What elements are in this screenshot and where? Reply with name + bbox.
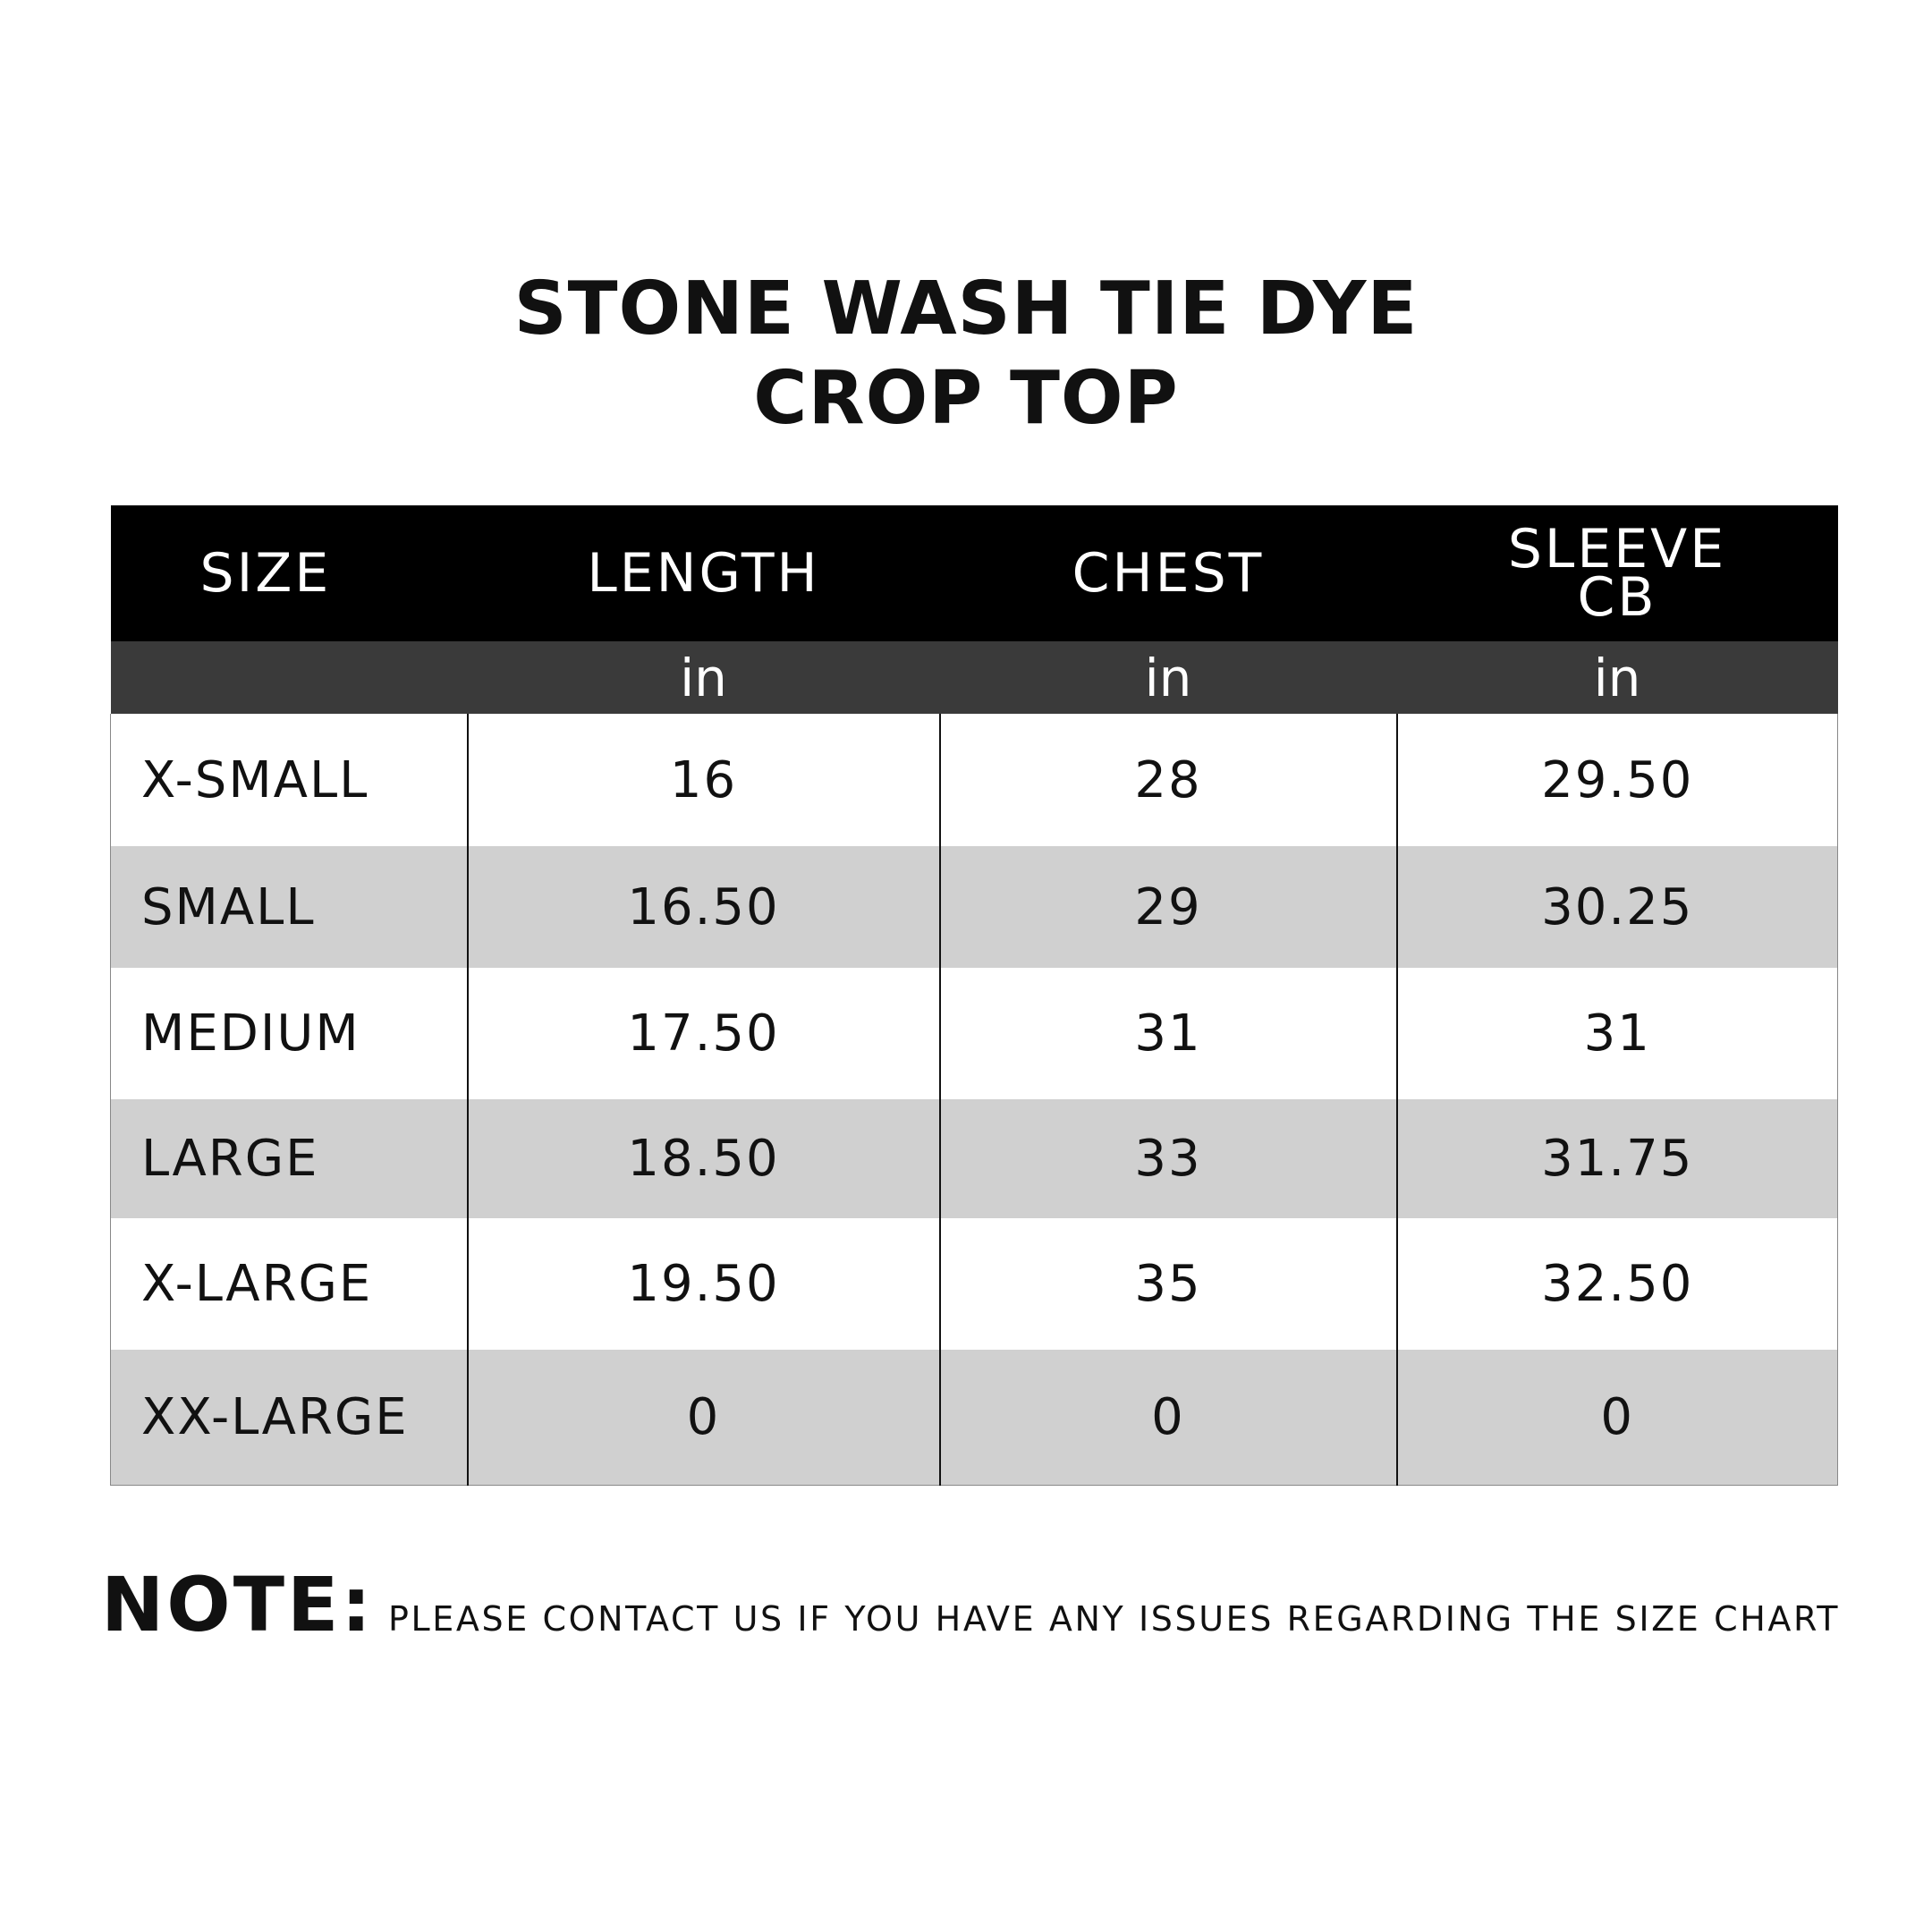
value-cell: 29 [938, 846, 1397, 968]
header-row: SIZE LENGTH CHEST SLEEVE CB [110, 505, 1838, 641]
header-text: SLEEVE CB [1507, 518, 1727, 629]
table-body: in in in X-SMALL 16 28 29.50 SMALL 16.50 29 30.25 M… [110, 641, 1838, 1486]
value-cell: 0 [938, 1350, 1397, 1486]
title-line: CROP TOP [753, 356, 1179, 441]
header-text: SIZE [199, 542, 332, 605]
value-cell: 31 [938, 968, 1397, 1099]
units-row: in in in [110, 641, 1838, 714]
header-cell: SLEEVE CB [1396, 505, 1838, 641]
header-cell: LENGTH [467, 505, 940, 641]
note-text: PLEASE CONTACT US IF YOU HAVE ANY ISSUES… [387, 1599, 1841, 1639]
value-cell: 16 [466, 714, 940, 846]
value-cell: 31.75 [1395, 1099, 1838, 1218]
title: STONE WASH TIE DYE CROP TOP [0, 265, 1932, 444]
value-cell: 16.50 [466, 846, 940, 968]
value-cell: 17.50 [466, 968, 940, 1099]
title-line: STONE WASH TIE DYE [513, 267, 1419, 352]
size-cell: X-SMALL [110, 714, 468, 846]
size-cell: XX-LARGE [110, 1350, 468, 1486]
unit-cell: in [467, 641, 940, 714]
table-header: SIZE LENGTH CHEST SLEEVE CB [110, 505, 1838, 641]
value-cell: 29.50 [1395, 714, 1838, 846]
value-cell: 0 [1395, 1350, 1838, 1486]
size-cell: MEDIUM [110, 968, 468, 1099]
value-cell: 32.50 [1395, 1218, 1838, 1350]
data-row: X-LARGE 19.50 35 32.50 [110, 1218, 1838, 1350]
size-cell: LARGE [110, 1099, 468, 1218]
data-row: X-SMALL 16 28 29.50 [110, 714, 1838, 846]
unit-cell: in [939, 641, 1397, 714]
value-cell: 35 [938, 1218, 1397, 1350]
data-row: SMALL 16.50 29 30.25 [110, 846, 1838, 968]
header-cell: SIZE [110, 505, 468, 641]
data-row: XX-LARGE 0 0 0 [110, 1350, 1838, 1486]
size-table: SIZE LENGTH CHEST SLEEVE CB in in in X-SMALL 16… [110, 505, 1838, 1486]
value-cell: 33 [938, 1099, 1397, 1218]
value-cell: 18.50 [466, 1099, 940, 1218]
header-text: LENGTH [587, 542, 820, 605]
units-cell [110, 641, 468, 714]
note-label: NOTE: [101, 1561, 374, 1648]
data-row: LARGE 18.50 33 31.75 [110, 1099, 1838, 1218]
unit-cell: in [1396, 641, 1838, 714]
value-cell: 31 [1395, 968, 1838, 1099]
value-cell: 0 [466, 1350, 940, 1486]
data-row: MEDIUM 17.50 31 31 [110, 968, 1838, 1099]
header-text: CHEST [1072, 542, 1265, 605]
note: NOTE: PLEASE CONTACT US IF YOU HAVE ANY I… [101, 1561, 1840, 1648]
value-cell: 19.50 [466, 1218, 940, 1350]
value-cell: 28 [938, 714, 1397, 846]
size-cell: X-LARGE [110, 1218, 468, 1350]
size-cell: SMALL [110, 846, 468, 968]
header-cell: CHEST [939, 505, 1397, 641]
value-cell: 30.25 [1395, 846, 1838, 968]
